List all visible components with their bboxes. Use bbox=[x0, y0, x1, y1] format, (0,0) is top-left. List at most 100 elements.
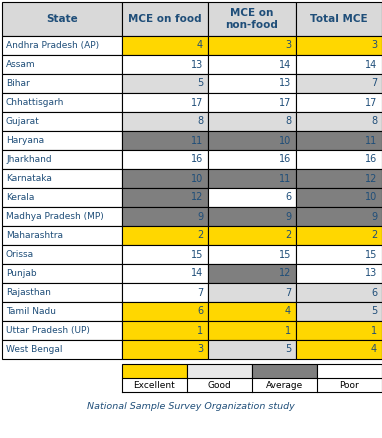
Text: 1: 1 bbox=[285, 325, 291, 336]
Bar bbox=[2, 207, 122, 226]
Text: Orissa: Orissa bbox=[6, 250, 34, 259]
Bar bbox=[296, 264, 382, 283]
Bar bbox=[122, 207, 208, 226]
Bar bbox=[296, 283, 382, 302]
Bar bbox=[2, 74, 122, 93]
Text: Rajasthan: Rajasthan bbox=[6, 288, 51, 297]
Text: Karnataka: Karnataka bbox=[6, 174, 52, 183]
Text: Gujarat: Gujarat bbox=[6, 117, 40, 126]
Bar bbox=[122, 131, 208, 150]
Bar bbox=[122, 55, 208, 74]
Bar bbox=[2, 340, 122, 359]
Text: Average: Average bbox=[266, 381, 303, 389]
Text: MCE on
non-food: MCE on non-food bbox=[225, 8, 278, 30]
Text: 4: 4 bbox=[371, 345, 377, 354]
Bar bbox=[208, 188, 296, 207]
Bar bbox=[187, 364, 252, 378]
Text: 10: 10 bbox=[191, 173, 203, 184]
Text: Maharashtra: Maharashtra bbox=[6, 231, 63, 240]
Bar bbox=[208, 93, 296, 112]
Text: Jharkhand: Jharkhand bbox=[6, 155, 52, 164]
Text: Chhattisgarh: Chhattisgarh bbox=[6, 98, 65, 107]
Text: 13: 13 bbox=[191, 60, 203, 70]
Text: 8: 8 bbox=[371, 117, 377, 127]
Bar bbox=[296, 226, 382, 245]
Bar bbox=[122, 2, 208, 36]
Bar bbox=[296, 2, 382, 36]
Text: 16: 16 bbox=[191, 155, 203, 165]
Bar bbox=[252, 364, 317, 378]
Text: 12: 12 bbox=[365, 173, 377, 184]
Text: 3: 3 bbox=[285, 40, 291, 50]
Text: 4: 4 bbox=[285, 307, 291, 317]
Text: Andhra Pradesh (AP): Andhra Pradesh (AP) bbox=[6, 41, 99, 50]
Bar bbox=[122, 112, 208, 131]
Text: 17: 17 bbox=[278, 98, 291, 107]
Bar bbox=[122, 36, 208, 55]
Text: 9: 9 bbox=[285, 212, 291, 222]
Text: Madhya Pradesh (MP): Madhya Pradesh (MP) bbox=[6, 212, 104, 221]
Text: 7: 7 bbox=[197, 287, 203, 297]
Text: Poor: Poor bbox=[340, 381, 359, 389]
Text: 10: 10 bbox=[279, 135, 291, 145]
Bar bbox=[122, 188, 208, 207]
Bar bbox=[208, 264, 296, 283]
Bar bbox=[2, 131, 122, 150]
Bar bbox=[2, 188, 122, 207]
Text: State: State bbox=[46, 14, 78, 24]
Bar bbox=[296, 321, 382, 340]
Text: 8: 8 bbox=[285, 117, 291, 127]
Bar bbox=[2, 283, 122, 302]
Bar bbox=[2, 169, 122, 188]
Bar bbox=[122, 321, 208, 340]
Text: Bihar: Bihar bbox=[6, 79, 30, 88]
Bar bbox=[296, 188, 382, 207]
Bar bbox=[122, 264, 208, 283]
Text: 14: 14 bbox=[191, 268, 203, 279]
Bar bbox=[296, 340, 382, 359]
Bar bbox=[208, 36, 296, 55]
Bar bbox=[2, 264, 122, 283]
Bar bbox=[296, 55, 382, 74]
Text: Assam: Assam bbox=[6, 60, 36, 69]
Text: 1: 1 bbox=[197, 325, 203, 336]
Bar bbox=[317, 364, 382, 378]
Bar bbox=[2, 112, 122, 131]
Text: 14: 14 bbox=[279, 60, 291, 70]
Text: 5: 5 bbox=[371, 307, 377, 317]
Text: 1: 1 bbox=[371, 325, 377, 336]
Bar bbox=[208, 55, 296, 74]
Text: 7: 7 bbox=[285, 287, 291, 297]
Text: 6: 6 bbox=[285, 192, 291, 202]
Bar bbox=[122, 169, 208, 188]
Bar bbox=[208, 245, 296, 264]
Bar bbox=[208, 131, 296, 150]
Text: 2: 2 bbox=[371, 230, 377, 240]
Bar bbox=[296, 207, 382, 226]
Bar bbox=[296, 169, 382, 188]
Text: 14: 14 bbox=[365, 60, 377, 70]
Bar bbox=[122, 364, 187, 378]
Text: 12: 12 bbox=[191, 192, 203, 202]
Bar bbox=[208, 302, 296, 321]
Text: National Sample Survey Organization study: National Sample Survey Organization stud… bbox=[87, 402, 295, 411]
Bar bbox=[2, 2, 122, 36]
Bar bbox=[122, 283, 208, 302]
Text: 5: 5 bbox=[285, 345, 291, 354]
Text: Haryana: Haryana bbox=[6, 136, 44, 145]
Text: 16: 16 bbox=[279, 155, 291, 165]
Text: 17: 17 bbox=[365, 98, 377, 107]
Text: 15: 15 bbox=[278, 250, 291, 259]
Text: 2: 2 bbox=[197, 230, 203, 240]
Text: 3: 3 bbox=[371, 40, 377, 50]
Bar bbox=[296, 112, 382, 131]
Bar bbox=[208, 321, 296, 340]
Text: 4: 4 bbox=[197, 40, 203, 50]
Text: 10: 10 bbox=[365, 192, 377, 202]
Bar bbox=[296, 150, 382, 169]
Bar bbox=[122, 150, 208, 169]
Text: Punjab: Punjab bbox=[6, 269, 37, 278]
Bar bbox=[2, 55, 122, 74]
Bar bbox=[2, 93, 122, 112]
Bar bbox=[296, 74, 382, 93]
